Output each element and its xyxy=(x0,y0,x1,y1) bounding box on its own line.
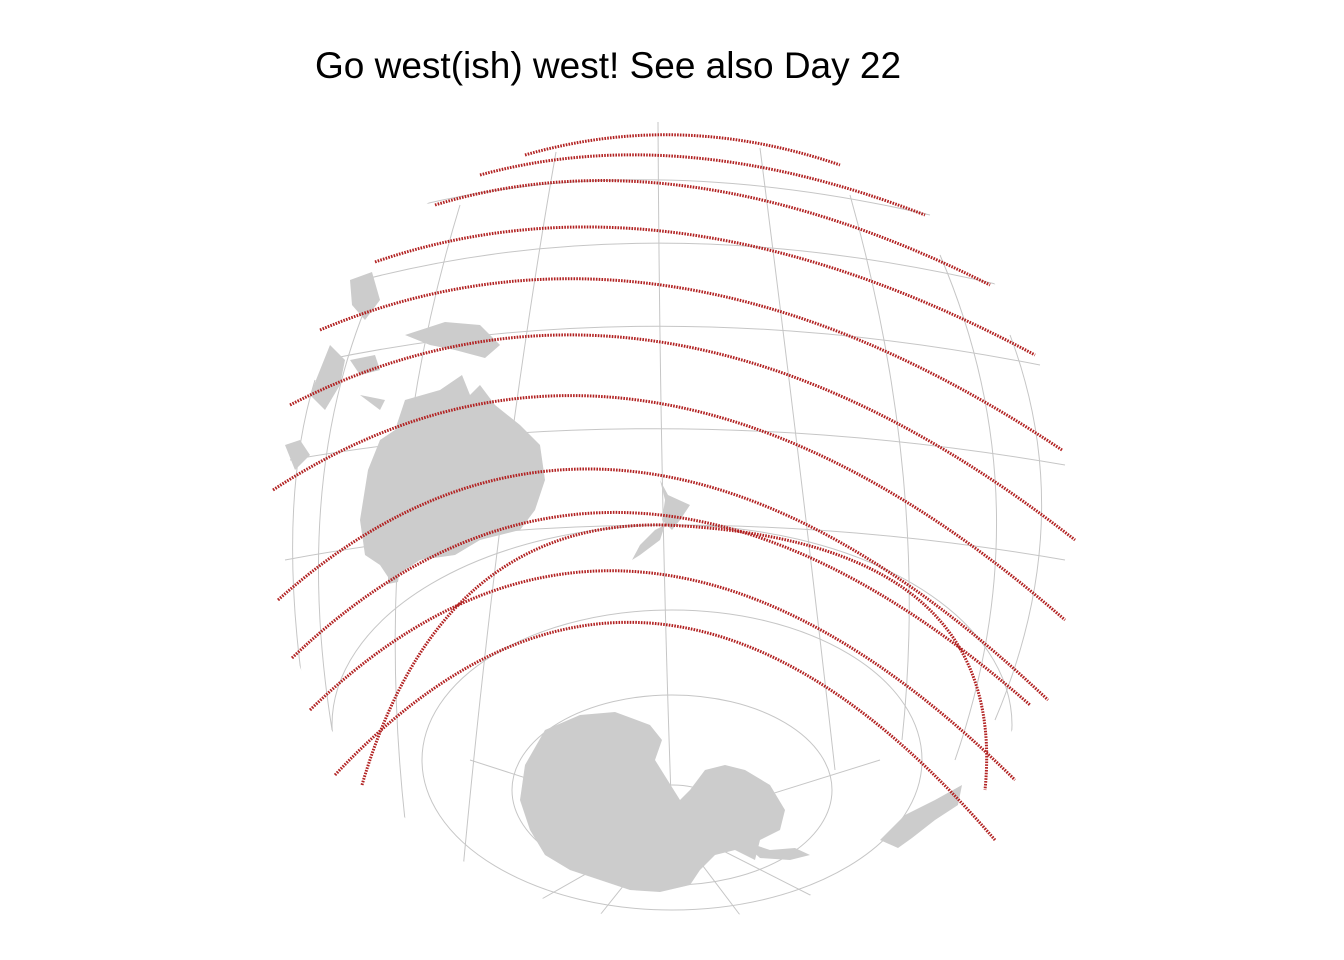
graticule-meridian xyxy=(849,194,910,741)
track-line xyxy=(434,179,991,287)
graticule-parallel xyxy=(421,609,923,911)
track-line xyxy=(360,523,666,786)
new-zealand-south-shape xyxy=(632,525,665,560)
track-line xyxy=(664,523,989,791)
track-line xyxy=(319,277,1063,452)
borneo-shape xyxy=(350,272,380,320)
graticule-parallel xyxy=(369,242,1001,286)
south-america-shape xyxy=(880,785,962,848)
track-line xyxy=(277,467,1050,702)
track-line xyxy=(333,620,997,841)
track-line xyxy=(289,333,1076,542)
page-title: Go west(ish) west! See also Day 22 xyxy=(315,45,902,86)
landmasses xyxy=(285,272,962,892)
new-guinea-shape xyxy=(405,322,500,358)
antarctic-peninsula-shape xyxy=(740,840,810,860)
track-line xyxy=(479,153,926,217)
track-line xyxy=(308,569,1017,782)
track-line xyxy=(374,225,1036,357)
track-line xyxy=(524,133,841,167)
graticule-parallel xyxy=(324,325,1041,366)
flight-tracks xyxy=(272,133,1076,841)
track-line xyxy=(290,511,1031,707)
graticule-meridian xyxy=(994,334,1043,721)
islands-shape xyxy=(285,355,385,470)
indonesia-shape xyxy=(310,345,345,410)
track-line xyxy=(272,394,1066,622)
graticule-parallel xyxy=(419,179,931,216)
graticule-meridian xyxy=(759,147,836,771)
graticule-meridian xyxy=(657,121,673,825)
new-zealand-north-shape xyxy=(660,480,690,530)
antarctica-shape xyxy=(520,712,785,892)
australia-shape xyxy=(360,375,545,580)
